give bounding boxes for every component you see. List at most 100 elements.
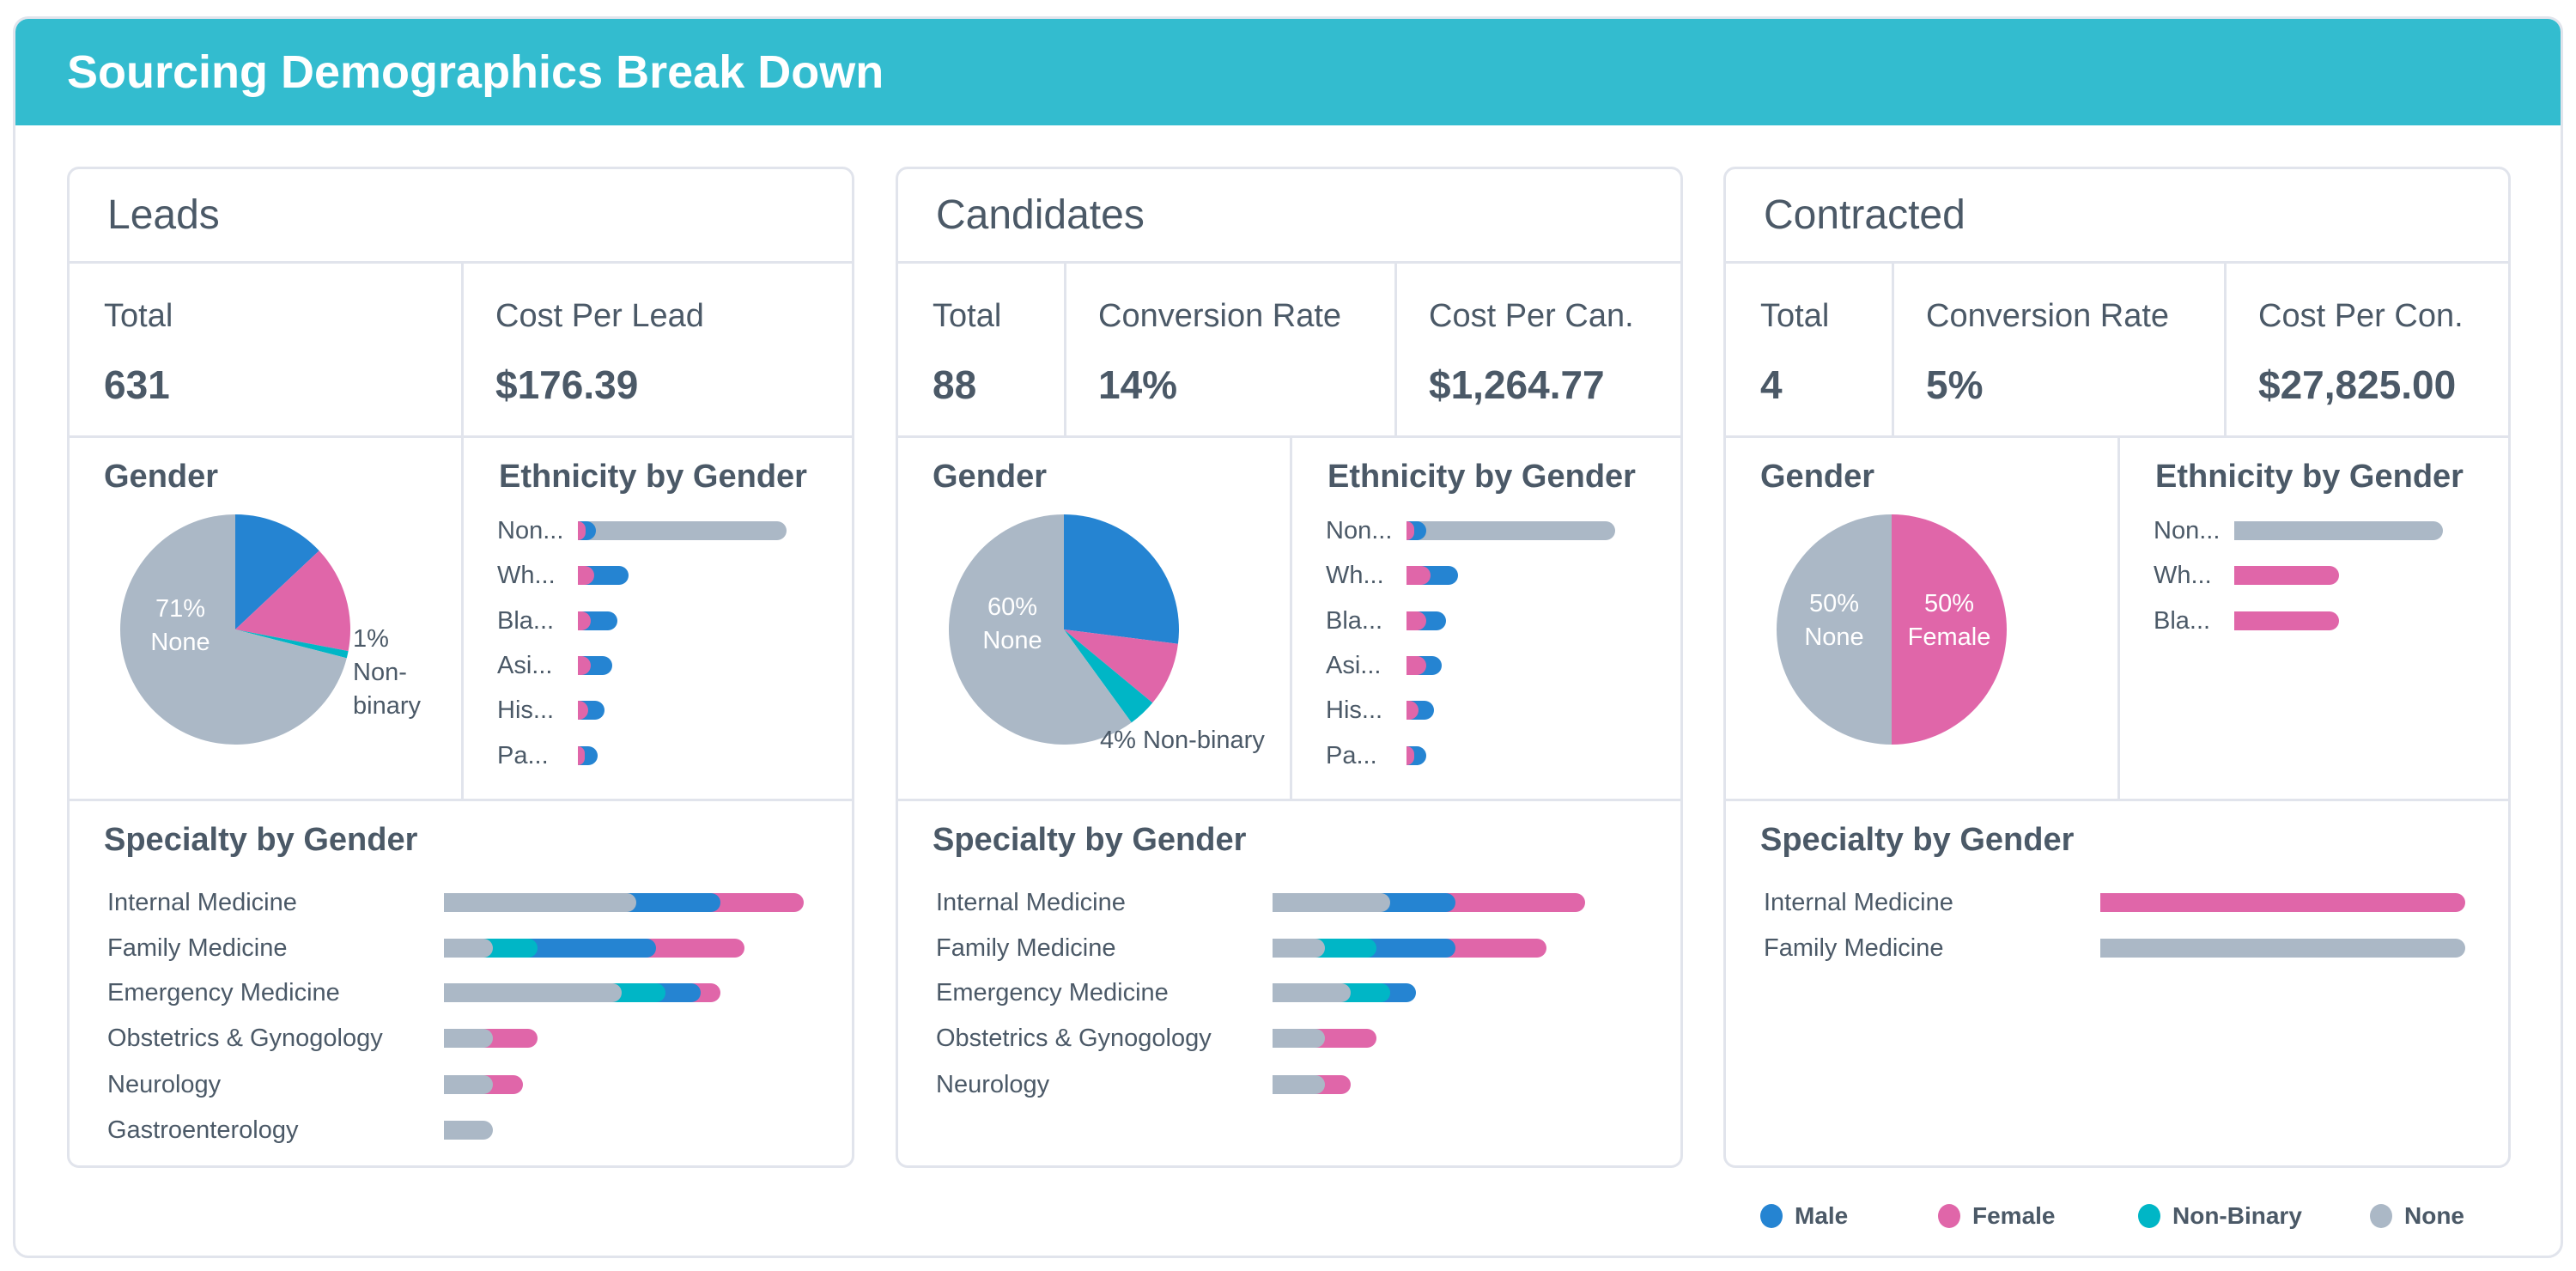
legend-label: Male	[1795, 1202, 1849, 1229]
legend-item-none: None	[2370, 1199, 2464, 1233]
specialty-label: Family Medicine	[107, 934, 288, 962]
bar-segment-none	[444, 1121, 494, 1140]
specialty-label: Emergency Medicine	[936, 979, 1169, 1006]
legend-dot-icon	[2138, 1204, 2160, 1228]
divider	[1726, 799, 2508, 801]
pie-slice-female	[1064, 629, 1178, 703]
bar-segment-none	[444, 1075, 494, 1094]
pie-slice-none	[119, 514, 347, 745]
panel-leads: Leads Total 631 Cost Per Lead $176.39 Gender E…	[67, 167, 854, 1168]
ethnicity-label: Pa...	[497, 742, 549, 769]
legend-label: None	[2404, 1202, 2464, 1229]
legend-item-male: Male	[1760, 1199, 1848, 1233]
stat-value: $176.39	[495, 362, 639, 407]
bar-segment-none	[2100, 939, 2465, 958]
ethnicity-label: Bla...	[2154, 607, 2211, 635]
pie-label-line: None	[150, 629, 210, 656]
panel-contracted: Contracted Total 4 Conversion Rate 5% Cost Pe…	[1723, 167, 2511, 1168]
stat-value: 88	[933, 362, 977, 407]
pie-label-line: 60%	[987, 593, 1038, 621]
card-header: Sourcing Demographics Break Down	[15, 19, 2561, 125]
panel-title: Leads	[107, 192, 220, 238]
bar-segment-none	[444, 939, 494, 958]
bar-segment-none	[444, 983, 622, 1002]
pie-slice-non-binary	[1064, 629, 1153, 723]
specialty-label: Internal Medicine	[936, 889, 1126, 916]
panel-title: Candidates	[936, 192, 1145, 238]
bar-segment-female	[578, 521, 586, 540]
divider	[898, 799, 1680, 801]
specialty-label: Internal Medicine	[107, 889, 297, 916]
gender-heading: Gender	[933, 459, 1048, 495]
bar-segment-female	[578, 566, 594, 585]
panel-candidates: Candidates Total 88 Conversion Rate 14% Cost …	[896, 167, 1683, 1168]
ethnicity-label: Non...	[1326, 517, 1393, 544]
pie-slice-male	[1064, 514, 1179, 644]
specialty-label: Emergency Medicine	[107, 979, 340, 1006]
divider	[70, 799, 852, 801]
specialty-heading: Specialty by Gender	[104, 822, 418, 858]
ethnicity-heading: Ethnicity by Gender	[2155, 459, 2464, 495]
pie-label: 71% None	[94, 593, 266, 660]
ethnicity-label: His...	[1326, 696, 1383, 724]
stat-label: Cost Per Can.	[1429, 298, 1634, 334]
bar-segment-female	[578, 611, 592, 630]
bar-segment-none	[578, 521, 787, 540]
ethnicity-heading: Ethnicity by Gender	[499, 459, 807, 495]
bar-segment-none	[1273, 983, 1352, 1002]
ethnicity-label: Wh...	[2154, 562, 2212, 589]
divider	[898, 435, 1680, 438]
ethnicity-label: Wh...	[1326, 562, 1384, 589]
pie-slice-none	[1777, 514, 1892, 745]
stat-label: Cost Per Con.	[2258, 298, 2464, 334]
bar-segment-none	[1273, 1075, 1325, 1094]
pie-label: 50% Female	[1863, 587, 2035, 654]
stat-value: $27,825.00	[2258, 362, 2457, 407]
ethnicity-label: Non...	[497, 517, 564, 544]
pie-label-line: 4% Non-binary	[1100, 727, 1265, 754]
legend-label: Female	[1972, 1202, 2056, 1229]
pie-label: 1% Non-binary	[353, 623, 421, 723]
bar-segment-female	[578, 656, 592, 675]
page-title: Sourcing Demographics Break Down	[67, 46, 884, 98]
bar-segment-female	[1406, 566, 1431, 585]
pie-label-line: 1%	[353, 625, 389, 653]
divider	[1290, 435, 1292, 799]
specialty-label: Internal Medicine	[1764, 889, 1953, 916]
ethnicity-label: Asi...	[497, 652, 553, 679]
ethnicity-label: Non...	[2154, 517, 2221, 544]
gender-pie-chart	[1777, 514, 2007, 745]
bar-segment-female	[578, 746, 585, 765]
stat-value: $1,264.77	[1429, 362, 1605, 407]
bar-segment-none	[1273, 1029, 1325, 1048]
divider	[461, 261, 464, 435]
divider	[1892, 261, 1894, 435]
stat-label: Conversion Rate	[1098, 298, 1342, 334]
specialty-label: Family Medicine	[936, 934, 1116, 962]
divider	[1394, 261, 1397, 435]
stat-label: Total	[1760, 298, 1830, 334]
stat-label: Total	[933, 298, 1002, 334]
pie-slice-male	[235, 514, 319, 629]
stat-value: 631	[104, 362, 170, 407]
specialty-label: Gastroenterology	[107, 1116, 299, 1144]
divider	[70, 435, 852, 438]
pie-label-line: Female	[1907, 623, 1991, 651]
pie-label-line: binary	[353, 692, 421, 720]
bar-segment-none	[444, 1029, 494, 1048]
ethnicity-label: Pa...	[1326, 742, 1377, 769]
bar-segment-female	[1406, 746, 1415, 765]
legend-label: Non-Binary	[2172, 1202, 2302, 1229]
specialty-heading: Specialty by Gender	[933, 822, 1247, 858]
pie-label: 60% None	[927, 591, 1098, 658]
ethnicity-label: Bla...	[497, 607, 555, 635]
gender-heading: Gender	[104, 459, 219, 495]
legend-dot-icon	[1938, 1204, 1960, 1228]
pie-slice-non-binary	[235, 629, 349, 659]
bar-segment-female	[1406, 521, 1415, 540]
legend-dot-icon	[2370, 1204, 2392, 1228]
ethnicity-heading: Ethnicity by Gender	[1327, 459, 1636, 495]
specialty-label: Neurology	[936, 1071, 1050, 1098]
panel-title: Contracted	[1764, 192, 1965, 238]
legend-item-female: Female	[1938, 1199, 2056, 1233]
